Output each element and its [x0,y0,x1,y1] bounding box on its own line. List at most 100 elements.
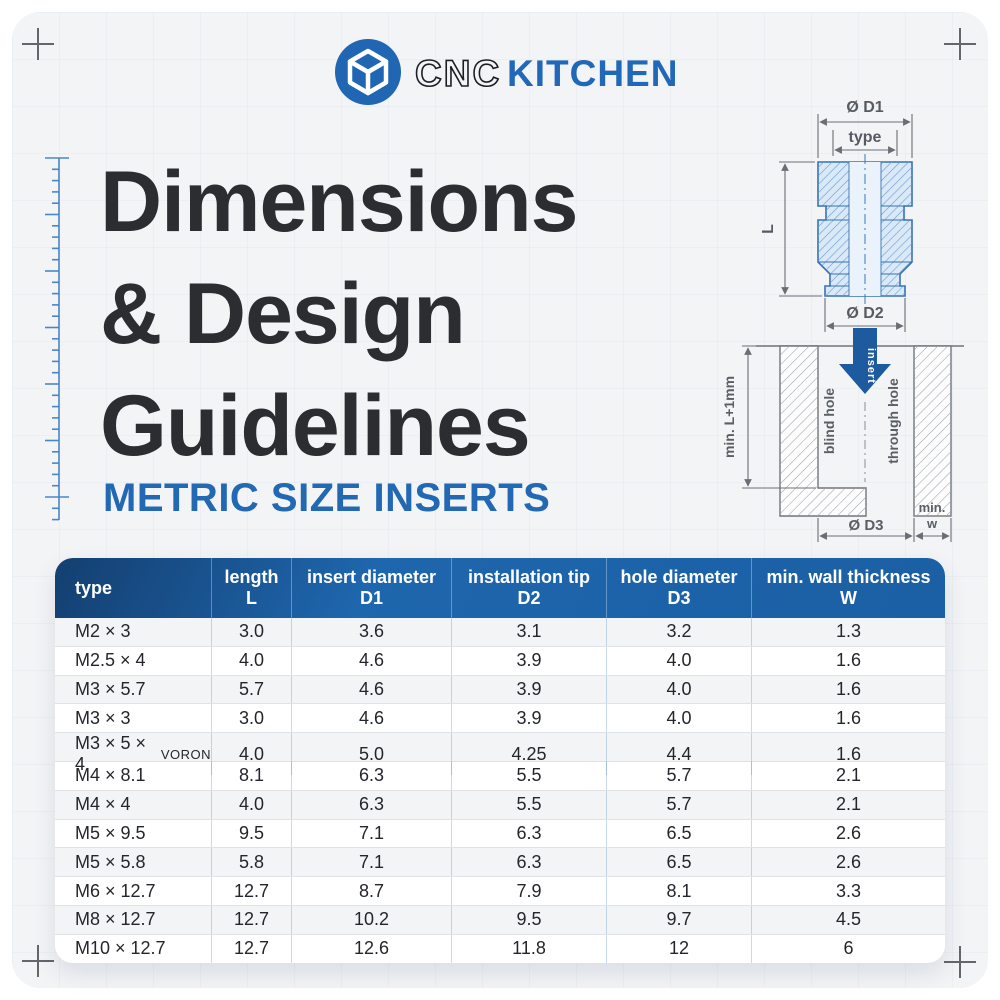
value-cell: 4.6 [292,646,452,675]
hole-cross-section-diagram: insert blind hole through hole min. L+1m… [721,328,964,542]
type-cell: M5 × 9.5 [55,819,212,848]
brand-cube-icon [335,39,401,105]
type-cell: M8 × 12.7 [55,905,212,934]
table-header-row: type length L insert diameter D1 install… [55,558,945,618]
header-type: type [55,558,212,618]
value-cell: 4.0 [607,675,752,704]
blind-hole-label: blind hole [821,388,837,454]
registration-cross-top-left [22,28,54,60]
value-cell: 3.9 [452,646,607,675]
header-insert-diameter: insert diameter D1 [292,558,452,618]
value-cell: 6.3 [452,819,607,848]
type-cell: M4 × 8.1 [55,761,212,790]
brand-logo: CNC KITCHEN [334,38,685,106]
header-type-label: type [75,577,113,598]
table-row: M8 × 12.7 12.7 10.2 9.5 9.7 4.5 [55,904,945,934]
type-cell: M4 × 4 [55,790,212,819]
type-cell: M5 × 5.8 [55,848,212,877]
value-cell: 8.1 [607,877,752,905]
value-cell: 12.7 [212,905,292,934]
type-cell: M3 × 3 [55,704,212,733]
insert-arrow-icon [839,328,891,394]
type-value: M10 × 12.7 [75,938,166,959]
dim-d3 [817,518,915,542]
type-value: M5 × 5.8 [75,851,146,872]
header-installation-tip: installation tip D2 [452,558,607,618]
value-cell: 5.8 [212,848,292,877]
header-length-label: length [224,567,279,587]
type-cell: M2 × 3 [55,618,212,646]
value-cell: 5.5 [452,790,607,819]
header-wall-thickness: min. wall thickness W [752,558,945,618]
page-subtitle: METRIC SIZE INSERTS [103,476,551,520]
type-value: M3 × 3 [75,707,131,728]
value-cell: 5.7 [607,790,752,819]
value-cell: 4.0 [607,646,752,675]
insert-spec-table: type length L insert diameter D1 install… [55,558,945,963]
value-cell: 6.5 [607,848,752,877]
page-title: Dimensions & Design Guidelines [100,146,720,482]
value-cell: 2.1 [835,765,862,786]
type-value: M6 × 12.7 [75,880,156,901]
value-cell: 4.0 [212,790,292,819]
registration-cross-bottom-right [944,946,976,978]
value-cell: 5.7 [212,675,292,704]
insert-detail-lines [818,162,912,296]
value-cell: 5.5 [452,761,607,790]
value-cell: 7.9 [452,877,607,905]
table-row: M3 × 5.7 5.7 4.6 3.9 4.0 1.6 [55,674,945,704]
value-cell: 4.6 [292,675,452,704]
dim-l-label: L [760,224,777,234]
type-cell: M10 × 12.7 [55,934,212,963]
dim-d1-label: Ø D1 [846,99,883,116]
dim-min-w-label-2: w [926,516,938,531]
value-cell: 8.1 [212,761,292,790]
insert-cross-section-diagram: Ø D1 type L Ø D2 [760,99,913,332]
header-hole-diameter: hole diameter D3 [607,558,752,618]
brand-name-cnc: CNC [415,53,501,94]
dim-min-l [742,345,816,489]
header-installation-tip-symbol: D2 [517,588,541,608]
type-cell: M3 × 5.7 [55,675,212,704]
value-cell: 2.1 [835,794,862,815]
table-row: M6 × 12.7 12.7 8.7 7.9 8.1 3.3 [55,876,945,905]
dim-type [832,130,898,156]
header-insert-diameter-symbol: D1 [359,588,383,608]
table-row: M3 × 3 3.0 4.6 3.9 4.0 1.6 [55,703,945,733]
table-row: M4 × 8.1 8.1 6.3 5.5 5.7 2.1 [55,760,945,790]
dim-d2 [824,298,906,332]
type-value: M8 × 12.7 [75,909,156,930]
value-cell: 6 [843,938,854,959]
value-cell: 6.3 [292,790,452,819]
value-cell: 1.6 [835,650,862,671]
value-cell: 1.6 [835,707,862,728]
value-cell: 9.5 [452,905,607,934]
table-row: M3 × 5 × 4 VORON 4.0 5.0 4.25 4.4 1.6 [55,732,945,776]
value-cell: 9.7 [607,905,752,934]
header-insert-diameter-label: insert diameter [306,567,437,587]
type-cell: M6 × 12.7 [55,877,212,905]
value-cell: 2.6 [835,822,862,843]
dim-l [779,161,822,297]
value-cell: 5.0 [292,733,452,776]
header-wall-thickness-label: min. wall thickness [766,567,931,587]
value-cell: 10.2 [292,905,452,934]
value-cell: 4.6 [292,704,452,733]
header-wall-thickness-symbol: W [840,588,857,608]
value-cell: 6.3 [452,848,607,877]
value-cell: 11.8 [452,934,607,963]
value-cell: 3.9 [452,704,607,733]
dim-d2-label: Ø D2 [846,305,883,322]
value-cell: 4.0 [607,704,752,733]
dim-d1 [817,114,913,158]
value-cell: 3.3 [835,880,862,901]
title-line-3: Guidelines [100,378,531,474]
value-cell: 1.6 [835,743,862,764]
type-value: M2.5 × 4 [75,650,146,671]
value-cell: 6.5 [607,819,752,848]
dim-type-label: type [849,129,882,146]
table-row: M2.5 × 4 4.0 4.6 3.9 4.0 1.6 [55,645,945,675]
value-cell: 1.3 [835,621,862,642]
value-cell: 7.1 [292,819,452,848]
value-cell: 4.0 [212,733,292,776]
